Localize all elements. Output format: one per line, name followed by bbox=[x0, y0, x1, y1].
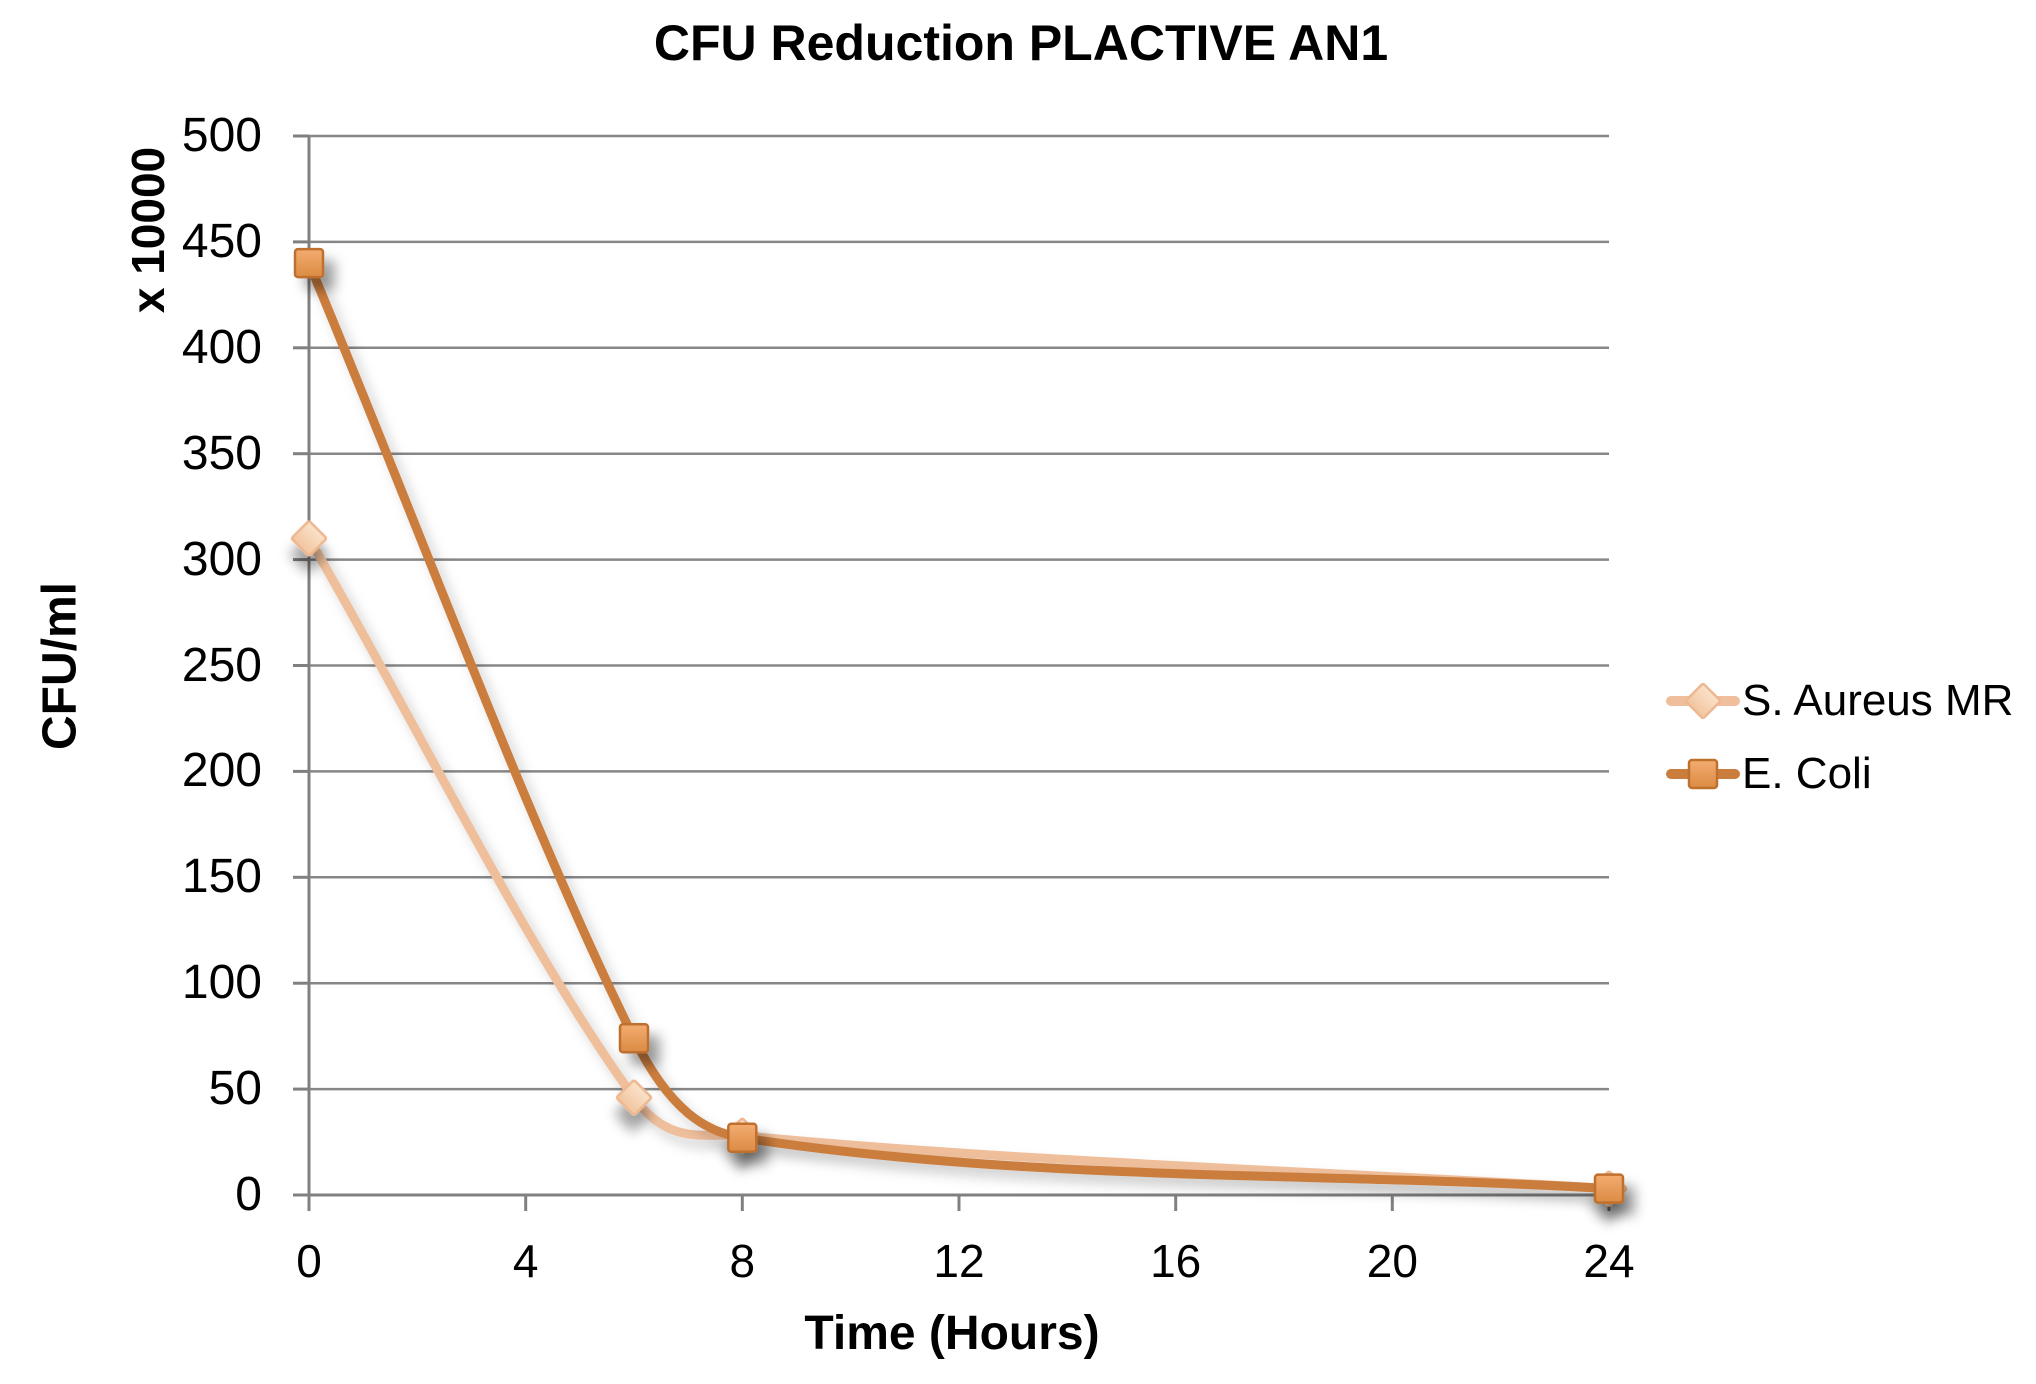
legend-label-e-coli: E. Coli bbox=[1742, 749, 1872, 798]
legend-label-s-aureus-mr: S. Aureus MR bbox=[1742, 676, 2014, 725]
y-tick-label: 150 bbox=[181, 850, 262, 904]
s-aureus-series-marker-icon bbox=[1666, 682, 1740, 720]
x-tick-label: 16 bbox=[1150, 1235, 1202, 1287]
legend: S. Aureus MR E. Coli bbox=[1666, 673, 2013, 802]
x-tick-label: 4 bbox=[512, 1235, 539, 1287]
y-tick-label: 100 bbox=[181, 956, 262, 1010]
y-tick-label: 300 bbox=[181, 532, 262, 586]
legend-item-s-aureus-mr: S. Aureus MR bbox=[1666, 673, 2013, 729]
x-tick-label: 8 bbox=[729, 1235, 756, 1287]
y-tick-label: 450 bbox=[181, 214, 262, 268]
x-tick-label: 24 bbox=[1583, 1235, 1635, 1287]
y-tick-label: 500 bbox=[181, 109, 262, 162]
y-tick-label: 350 bbox=[181, 426, 262, 480]
y-tick-label: 0 bbox=[235, 1168, 262, 1221]
x-axis-title: Time (Hours) bbox=[804, 1307, 1100, 1360]
y-tick-label: 200 bbox=[181, 744, 262, 798]
y-tick-label: 400 bbox=[181, 320, 262, 374]
x-tick-label: 0 bbox=[296, 1235, 322, 1287]
x-tick-label: 20 bbox=[1366, 1235, 1418, 1287]
chart-title: CFU Reduction PLACTIVE AN1 bbox=[653, 15, 1389, 71]
e-coli-series-marker-icon bbox=[1666, 758, 1740, 790]
x-tick-label: 12 bbox=[933, 1235, 985, 1287]
y-tick-label: 250 bbox=[181, 638, 262, 692]
legend-item-e-coli: E. Coli bbox=[1666, 746, 2013, 802]
y-tick-label: 50 bbox=[208, 1062, 262, 1116]
